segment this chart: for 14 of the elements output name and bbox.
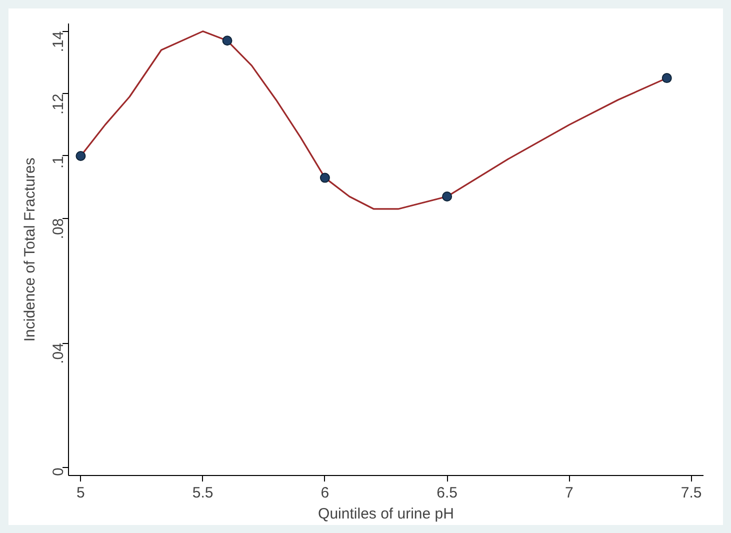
- y-axis-title: Incidence of Total Fractures: [22, 158, 38, 342]
- x-axis-title: Quintiles of urine pH: [318, 506, 454, 522]
- x-tick-label: 7: [565, 484, 574, 502]
- y-tick-label: .1: [50, 156, 67, 168]
- y-tick-label: .12: [50, 94, 67, 114]
- x-tick-label: 5: [76, 484, 85, 502]
- x-tick-label: 5.5: [192, 484, 214, 502]
- y-tick-label: 0: [50, 468, 67, 476]
- y-tick-label: .08: [50, 218, 67, 240]
- y-tick-label: .04: [50, 343, 67, 364]
- x-tick-label: 7.5: [680, 484, 702, 502]
- x-tick-label: 6: [320, 484, 330, 502]
- x-tick-label: 6.5: [436, 484, 458, 502]
- y-tick-label: .14: [50, 31, 67, 52]
